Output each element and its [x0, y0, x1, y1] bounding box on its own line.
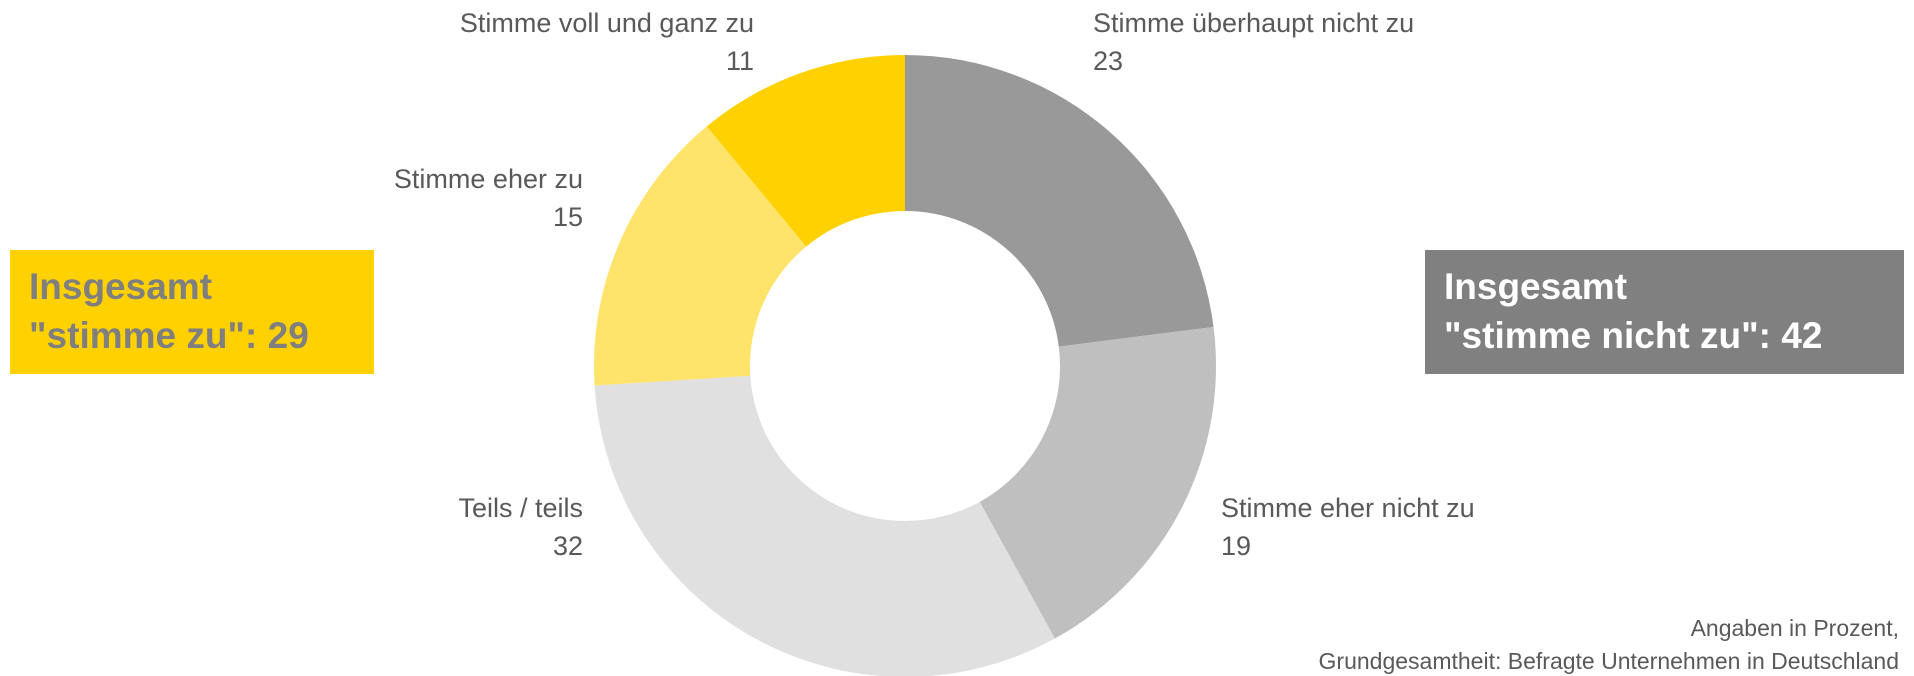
donut-segment	[706, 55, 905, 247]
donut-segment	[905, 55, 1214, 347]
segment-label: Stimme eher nicht zu	[1221, 493, 1475, 523]
segment-value: 11	[726, 46, 754, 76]
summary-text: Insgesamt	[1444, 266, 1627, 307]
summary-box	[1425, 250, 1904, 374]
footnote: Grundgesamtheit: Befragte Unternehmen in…	[1319, 648, 1899, 674]
segment-label: Stimme überhaupt nicht zu	[1093, 8, 1414, 38]
footnote: Angaben in Prozent,	[1691, 615, 1899, 641]
segment-label: Stimme voll und ganz zu	[460, 8, 754, 38]
summary-box	[10, 250, 374, 374]
donut-segment	[594, 126, 807, 386]
segment-value: 19	[1221, 531, 1251, 561]
summary-text: "stimme zu": 29	[29, 315, 309, 356]
donut-segment	[594, 375, 1055, 676]
summary-text: "stimme nicht zu": 42	[1444, 315, 1822, 356]
donut-segment	[979, 327, 1216, 639]
summary-text: Insgesamt	[29, 266, 212, 307]
segment-value: 32	[553, 531, 583, 561]
segment-value: 23	[1093, 46, 1123, 76]
segment-label: Teils / teils	[458, 493, 583, 523]
segment-label: Stimme eher zu	[394, 164, 583, 194]
segment-value: 15	[553, 202, 583, 232]
